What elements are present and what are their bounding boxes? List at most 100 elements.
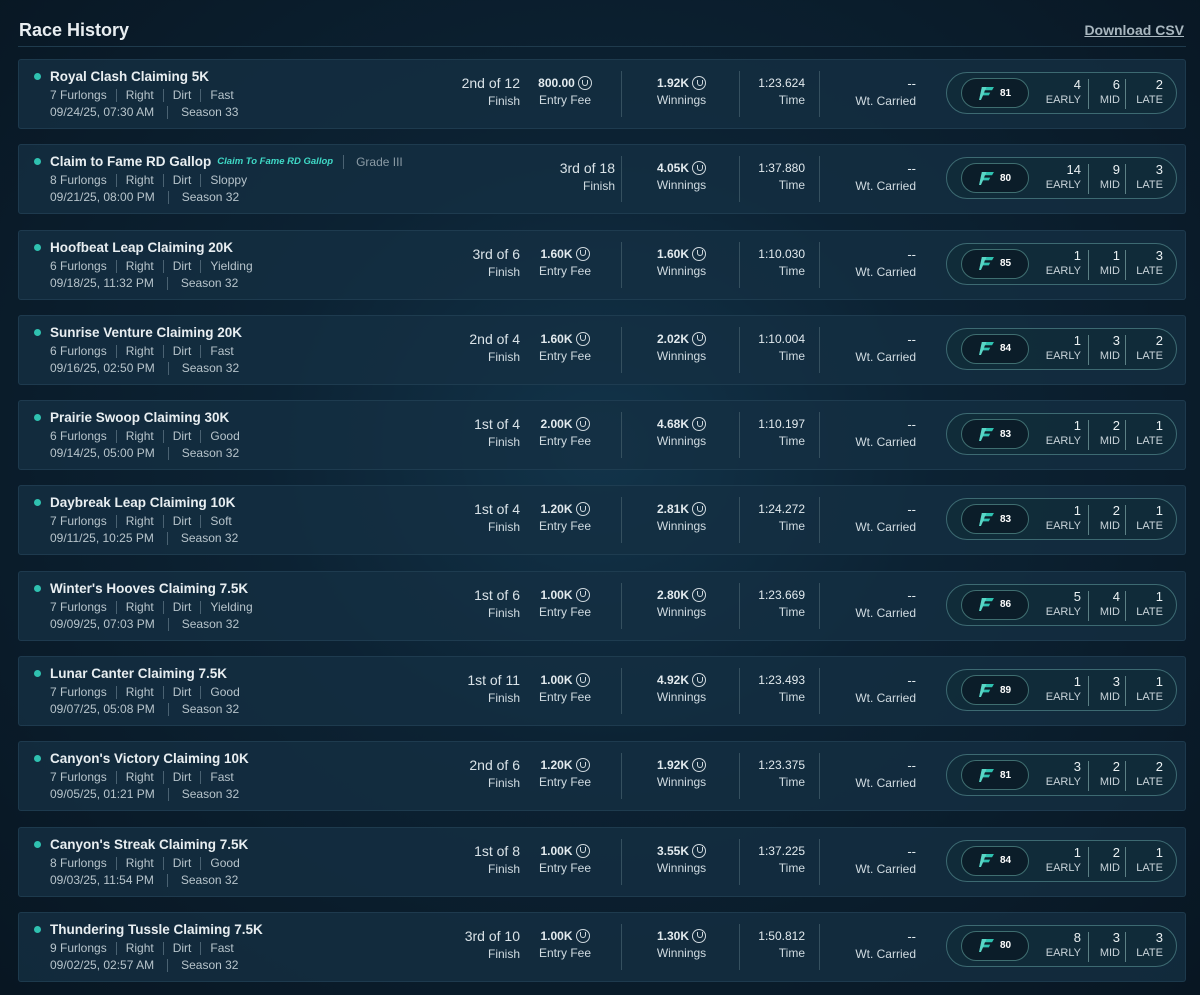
race-row[interactable]: Hoofbeat Leap Claiming 20K 6 Furlongs Ri… bbox=[18, 229, 1186, 300]
race-track-condition: Yielding bbox=[200, 259, 261, 273]
coin-icon bbox=[692, 76, 707, 90]
speed-rating-icon bbox=[979, 939, 994, 953]
entry-fee-cell: 1.00K Entry Fee bbox=[519, 673, 611, 704]
race-row[interactable]: Prairie Swoop Claiming 30K 6 Furlongs Ri… bbox=[18, 400, 1186, 471]
download-csv-link[interactable]: Download CSV bbox=[1084, 22, 1184, 38]
race-splits: 14 EARLY 9 MID 3 LATE bbox=[1043, 162, 1174, 195]
speed-splits-pill[interactable]: 85 1 EARLY 1 MID 3 LATE bbox=[946, 242, 1177, 285]
race-row[interactable]: Canyon's Streak Claiming 7.5K 8 Furlongs… bbox=[18, 826, 1186, 897]
finish-cell: 1st of 4 Finish bbox=[399, 501, 520, 534]
race-conditions: 7 Furlongs Right Dirt Yielding bbox=[50, 600, 262, 614]
weight-value: -- bbox=[907, 758, 916, 774]
race-conditions: 7 Furlongs Right Dirt Good bbox=[50, 686, 249, 700]
speed-splits-pill[interactable]: 83 1 EARLY 2 MID 1 LATE bbox=[946, 498, 1177, 541]
winnings-label: Winnings bbox=[656, 945, 707, 960]
race-title-line: Prairie Swoop Claiming 30K bbox=[50, 410, 229, 425]
finish-label: Finish bbox=[487, 349, 520, 364]
speed-splits-pill[interactable]: 84 1 EARLY 2 MID 1 LATE bbox=[946, 839, 1177, 882]
split-late-label: LATE bbox=[1136, 264, 1163, 277]
time-label: Time bbox=[778, 434, 805, 449]
race-season: Season 32 bbox=[166, 532, 251, 546]
split-late: 1 LATE bbox=[1125, 503, 1174, 536]
entry-fee-label: Entry Fee bbox=[538, 434, 592, 449]
race-name[interactable]: Prairie Swoop Claiming 30K bbox=[50, 410, 230, 426]
column-divider bbox=[739, 668, 740, 715]
split-mid-value: 3 bbox=[1112, 332, 1120, 348]
weight-cell: -- Wt. Carried bbox=[819, 161, 916, 193]
time-cell: 1:10.197 Time bbox=[719, 417, 805, 448]
split-mid-label: MID bbox=[1099, 179, 1120, 192]
winnings-value: 2.02K bbox=[656, 331, 690, 346]
speed-splits-pill[interactable]: 81 3 EARLY 2 MID 2 LATE bbox=[946, 754, 1177, 797]
race-name[interactable]: Hoofbeat Leap Claiming 20K bbox=[50, 239, 234, 255]
race-time: 1:10.030 bbox=[758, 246, 805, 261]
weight-value: -- bbox=[907, 502, 916, 518]
speed-rating-value: 85 bbox=[999, 258, 1012, 270]
winnings-value: 2.81K bbox=[656, 502, 690, 517]
time-cell: 1:24.272 Time bbox=[719, 502, 805, 533]
entry-fee-label: Entry Fee bbox=[538, 860, 592, 875]
split-early: 4 EARLY bbox=[1043, 77, 1089, 107]
split-late-value: 3 bbox=[1155, 929, 1163, 945]
speed-rating-icon bbox=[979, 512, 994, 526]
race-distance: 9 Furlongs bbox=[50, 940, 107, 955]
speed-rating-icon bbox=[979, 86, 994, 100]
race-row[interactable]: Royal Clash Claiming 5K 7 Furlongs Right… bbox=[18, 59, 1186, 129]
speed-splits-pill[interactable]: 84 1 EARLY 3 MID 2 LATE bbox=[946, 327, 1177, 370]
race-row[interactable]: Canyon's Victory Claiming 10K 7 Furlongs… bbox=[18, 741, 1186, 812]
column-divider bbox=[739, 923, 740, 970]
entry-fee-cell: 1.60K Entry Fee bbox=[519, 331, 611, 363]
coin-icon bbox=[692, 843, 707, 858]
entry-fee-cell: 1.00K Entry Fee bbox=[519, 928, 611, 960]
race-name[interactable]: Daybreak Leap Claiming 10K bbox=[50, 495, 236, 511]
weight-value: -- bbox=[907, 246, 916, 262]
race-name[interactable]: Canyon's Victory Claiming 10K bbox=[50, 751, 249, 767]
race-row[interactable]: Sunrise Venture Claiming 20K 6 Furlongs … bbox=[18, 314, 1186, 385]
speed-splits-pill[interactable]: 80 14 EARLY 9 MID 3 LATE bbox=[946, 157, 1177, 200]
race-datetime: 09/18/25, 11:32 PM bbox=[50, 275, 154, 290]
race-row[interactable]: Claim to Fame RD Gallop Claim To Fame RD… bbox=[18, 144, 1186, 215]
weight-label: Wt. Carried bbox=[855, 605, 916, 620]
speed-splits-pill[interactable]: 81 4 EARLY 6 MID 2 LATE bbox=[946, 72, 1177, 114]
race-time: 1:23.669 bbox=[758, 587, 805, 602]
race-distance: 6 Furlongs bbox=[50, 429, 107, 444]
split-early-label: EARLY bbox=[1045, 861, 1081, 874]
finish-cell: 2nd of 12 Finish bbox=[399, 75, 520, 108]
race-datetime: 09/11/25, 10:25 PM bbox=[50, 531, 154, 546]
split-early: 14 EARLY bbox=[1043, 162, 1089, 192]
race-name[interactable]: Claim to Fame RD Gallop bbox=[50, 154, 212, 170]
speed-splits-pill[interactable]: 89 1 EARLY 3 MID 1 LATE bbox=[946, 669, 1177, 712]
race-row[interactable]: Winter's Hooves Claiming 7.5K 7 Furlongs… bbox=[18, 570, 1186, 641]
race-distance: 8 Furlongs bbox=[50, 173, 107, 188]
split-mid-label: MID bbox=[1099, 691, 1120, 704]
race-name[interactable]: Royal Clash Claiming 5K bbox=[50, 69, 210, 84]
finish-cell: 3rd of 18 Finish bbox=[494, 160, 615, 193]
speed-splits-pill[interactable]: 83 1 EARLY 2 MID 1 LATE bbox=[946, 413, 1177, 456]
speed-rating-badge: 81 bbox=[961, 78, 1029, 108]
weight-value: -- bbox=[907, 417, 916, 433]
speed-splits-pill[interactable]: 80 8 EARLY 3 MID 3 LATE bbox=[946, 924, 1177, 967]
speed-rating-badge: 83 bbox=[961, 419, 1029, 450]
winnings-cell: 4.68K Winnings bbox=[629, 417, 734, 448]
race-distance: 7 Furlongs bbox=[50, 770, 107, 785]
race-name[interactable]: Thundering Tussle Claiming 7.5K bbox=[50, 921, 263, 937]
winnings-label: Winnings bbox=[656, 860, 707, 875]
split-early-value: 1 bbox=[1073, 503, 1081, 519]
race-time: 1:10.004 bbox=[758, 331, 805, 346]
race-name[interactable]: Lunar Canter Claiming 7.5K bbox=[50, 666, 228, 682]
finish-cell: 1st of 11 Finish bbox=[399, 672, 520, 705]
split-late-value: 2 bbox=[1155, 332, 1163, 348]
split-early: 1 EARLY bbox=[1043, 418, 1089, 448]
race-row[interactable]: Thundering Tussle Claiming 7.5K 9 Furlon… bbox=[18, 911, 1186, 982]
race-name[interactable]: Winter's Hooves Claiming 7.5K bbox=[50, 580, 249, 596]
race-row[interactable]: Lunar Canter Claiming 7.5K 7 Furlongs Ri… bbox=[18, 656, 1186, 727]
race-name[interactable]: Sunrise Venture Claiming 20K bbox=[50, 324, 243, 340]
race-name[interactable]: Canyon's Streak Claiming 7.5K bbox=[50, 836, 249, 852]
column-divider bbox=[621, 241, 622, 288]
split-late-label: LATE bbox=[1136, 520, 1163, 533]
race-row[interactable]: Daybreak Leap Claiming 10K 7 Furlongs Ri… bbox=[18, 485, 1186, 556]
winnings-label: Winnings bbox=[656, 775, 707, 790]
coin-icon bbox=[692, 928, 707, 943]
speed-splits-pill[interactable]: 86 5 EARLY 4 MID 1 LATE bbox=[946, 583, 1177, 626]
race-track-condition: Yielding bbox=[200, 600, 261, 614]
